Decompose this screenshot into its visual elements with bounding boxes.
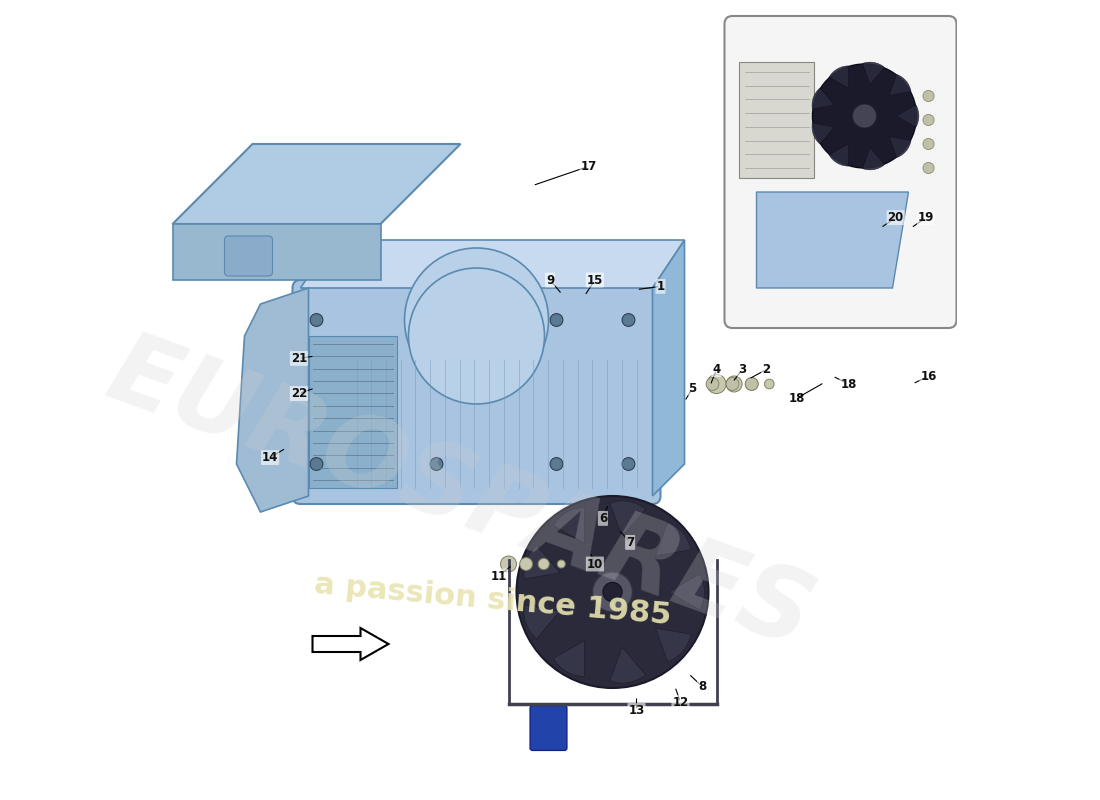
Circle shape (500, 556, 517, 572)
FancyBboxPatch shape (739, 62, 814, 178)
Text: EUROSPARES: EUROSPARES (96, 323, 826, 669)
Text: 2: 2 (762, 363, 770, 376)
Circle shape (923, 138, 934, 150)
Text: 22: 22 (290, 387, 307, 400)
Polygon shape (300, 240, 684, 288)
Wedge shape (896, 105, 918, 127)
Text: 13: 13 (628, 704, 645, 717)
Circle shape (623, 458, 635, 470)
Text: 20: 20 (888, 211, 904, 224)
Text: 18: 18 (840, 378, 857, 390)
Wedge shape (656, 522, 691, 556)
Text: 5: 5 (689, 382, 696, 394)
Text: 15: 15 (586, 274, 603, 286)
Text: 16: 16 (921, 370, 937, 382)
Circle shape (746, 378, 758, 390)
Text: 8: 8 (698, 680, 706, 693)
Text: 21: 21 (290, 352, 307, 365)
Wedge shape (862, 147, 884, 170)
Wedge shape (829, 144, 848, 166)
Circle shape (726, 376, 742, 392)
Wedge shape (609, 647, 646, 683)
Circle shape (310, 314, 323, 326)
Text: 1: 1 (657, 280, 664, 293)
Text: 17: 17 (581, 160, 596, 173)
Wedge shape (656, 628, 691, 662)
Circle shape (923, 90, 934, 102)
Circle shape (623, 314, 635, 326)
Circle shape (550, 458, 563, 470)
Polygon shape (173, 144, 461, 224)
Circle shape (550, 314, 563, 326)
Circle shape (405, 248, 549, 392)
Wedge shape (524, 546, 560, 579)
Text: 3: 3 (738, 363, 746, 376)
Circle shape (764, 379, 774, 389)
Polygon shape (312, 628, 388, 660)
Text: 10: 10 (586, 558, 603, 570)
Circle shape (603, 582, 623, 602)
Wedge shape (889, 137, 911, 158)
Circle shape (707, 374, 726, 394)
Circle shape (923, 162, 934, 174)
Wedge shape (829, 66, 848, 88)
Text: a passion since 1985: a passion since 1985 (312, 570, 672, 630)
Circle shape (726, 378, 739, 390)
Text: 14: 14 (262, 451, 278, 464)
Wedge shape (609, 501, 646, 537)
Circle shape (517, 496, 708, 688)
Wedge shape (553, 507, 584, 543)
Circle shape (923, 114, 934, 126)
Wedge shape (669, 574, 704, 610)
Wedge shape (524, 605, 560, 638)
FancyBboxPatch shape (224, 236, 273, 276)
Circle shape (430, 458, 443, 470)
Circle shape (593, 572, 632, 612)
Circle shape (746, 378, 758, 390)
FancyBboxPatch shape (293, 280, 660, 504)
Text: 12: 12 (672, 696, 689, 709)
Wedge shape (862, 62, 884, 85)
Circle shape (558, 560, 565, 568)
Polygon shape (757, 192, 909, 288)
Circle shape (852, 104, 877, 128)
Circle shape (813, 64, 916, 168)
Text: 6: 6 (598, 512, 607, 525)
Circle shape (408, 268, 544, 404)
Polygon shape (652, 240, 684, 496)
Text: 4: 4 (713, 363, 721, 376)
Text: 19: 19 (917, 211, 934, 224)
Circle shape (519, 558, 532, 570)
Circle shape (538, 558, 549, 570)
Text: 11: 11 (491, 570, 507, 582)
Polygon shape (308, 336, 396, 488)
FancyBboxPatch shape (530, 706, 566, 750)
Wedge shape (812, 123, 835, 144)
Wedge shape (812, 88, 835, 109)
Circle shape (310, 458, 323, 470)
Circle shape (430, 314, 443, 326)
Polygon shape (236, 288, 308, 512)
Circle shape (706, 378, 719, 390)
Wedge shape (889, 74, 911, 95)
Text: 18: 18 (789, 392, 805, 405)
Text: 9: 9 (546, 274, 554, 286)
Text: 7: 7 (626, 536, 635, 549)
FancyBboxPatch shape (725, 16, 957, 328)
Polygon shape (173, 224, 381, 280)
Wedge shape (553, 641, 584, 677)
